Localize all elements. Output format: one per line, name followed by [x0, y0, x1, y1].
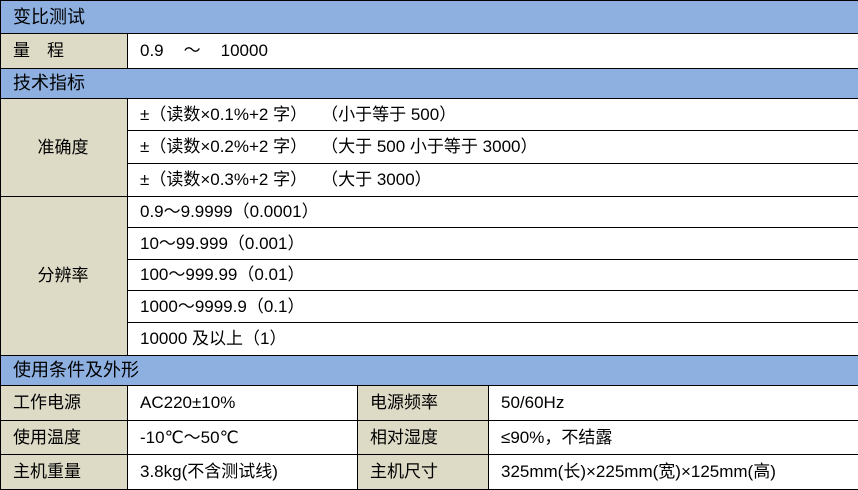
- value-operating-temperature: -10℃～50℃: [128, 421, 358, 455]
- table-row: 10000 及以上（1）: [1, 323, 858, 356]
- label-range: 量 程: [1, 34, 128, 69]
- section-header-row: 使用条件及外形: [1, 356, 858, 386]
- accuracy-formula-3: ±（读数×0.3%+2 字）: [140, 170, 307, 189]
- accuracy-condition-1: （小于等于 500）: [321, 105, 456, 124]
- value-accuracy-3: ±（读数×0.3%+2 字） （大于 3000）: [128, 164, 858, 197]
- value-resolution-3: 100～999.99（0.01）: [128, 260, 858, 291]
- table-row: 100～999.99（0.01）: [1, 260, 858, 291]
- value-accuracy-2: ±（读数×0.2%+2 字） （大于 500 小于等于 3000）: [128, 131, 858, 164]
- table-row: 使用温度 -10℃～50℃ 相对湿度 ≤90%，不结露: [1, 421, 858, 455]
- section-header-row: 技术指标: [1, 69, 858, 99]
- label-operating-temperature: 使用温度: [1, 421, 128, 455]
- label-unit-dimensions: 主机尺寸: [358, 455, 489, 490]
- value-unit-weight: 3.8kg(不含测试线): [128, 455, 358, 490]
- accuracy-condition-2: （大于 500 小于等于 3000）: [321, 137, 537, 156]
- table-row: 工作电源 AC220±10% 电源频率 50/60Hz: [1, 386, 858, 421]
- value-power-frequency: 50/60Hz: [489, 386, 858, 421]
- range-min: 0.9: [140, 41, 164, 60]
- section-title-tech-spec: 技术指标: [1, 69, 858, 99]
- table-row: 10～99.999（0.001）: [1, 228, 858, 260]
- label-relative-humidity: 相对湿度: [358, 421, 489, 455]
- label-power-supply: 工作电源: [1, 386, 128, 421]
- label-unit-weight: 主机重量: [1, 455, 128, 490]
- value-resolution-5: 10000 及以上（1）: [128, 323, 858, 356]
- table-row: ±（读数×0.2%+2 字） （大于 500 小于等于 3000）: [1, 131, 858, 164]
- value-resolution-4: 1000～9999.9（0.1）: [128, 291, 858, 323]
- range-tilde-icon: ～: [184, 41, 201, 60]
- label-accuracy: 准确度: [1, 99, 128, 197]
- table-row: 准确度 ±（读数×0.1%+2 字）（小于等于 500）: [1, 99, 858, 131]
- table-row: 量 程 0.9 ～ 10000: [1, 34, 858, 69]
- table-row: ±（读数×0.3%+2 字） （大于 3000）: [1, 164, 858, 197]
- value-power-supply: AC220±10%: [128, 386, 358, 421]
- accuracy-formula-1: ±（读数×0.1%+2 字）: [140, 105, 307, 124]
- label-resolution: 分辨率: [1, 197, 128, 356]
- label-power-frequency: 电源频率: [358, 386, 489, 421]
- value-accuracy-1: ±（读数×0.1%+2 字） （小于等于 500）: [128, 99, 858, 131]
- accuracy-formula-2: ±（读数×0.2%+2 字）: [140, 137, 307, 156]
- table-row: 分辨率 0.9～9.9999（0.0001）: [1, 197, 858, 228]
- section-title-usage-conditions: 使用条件及外形: [1, 356, 858, 386]
- accuracy-condition-3: （大于 3000）: [321, 170, 432, 189]
- section-header-row: 变比测试: [1, 1, 858, 34]
- value-range: 0.9 ～ 10000: [128, 34, 858, 69]
- value-unit-dimensions: 325mm(长)×225mm(宽)×125mm(高): [489, 455, 858, 490]
- value-resolution-1: 0.9～9.9999（0.0001）: [128, 197, 858, 228]
- table-row: 1000～9999.9（0.1）: [1, 291, 858, 323]
- table-row: 主机重量 3.8kg(不含测试线) 主机尺寸 325mm(长)×225mm(宽)…: [1, 455, 858, 490]
- value-relative-humidity: ≤90%，不结露: [489, 421, 858, 455]
- value-resolution-2: 10～99.999（0.001）: [128, 228, 858, 260]
- range-max: 10000: [221, 41, 268, 60]
- section-title-ratio-test: 变比测试: [1, 1, 858, 34]
